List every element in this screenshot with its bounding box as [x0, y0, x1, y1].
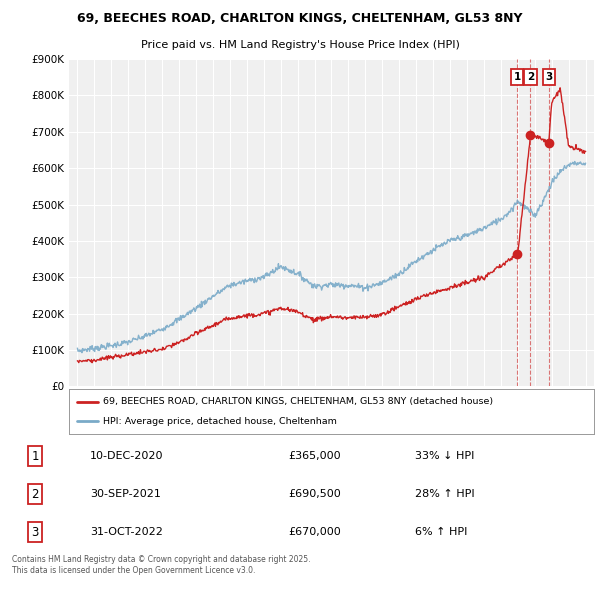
Text: 3: 3	[31, 526, 39, 539]
Text: 1: 1	[514, 72, 521, 82]
Text: 1: 1	[31, 450, 39, 463]
Text: 30-SEP-2021: 30-SEP-2021	[90, 489, 161, 499]
Text: 2: 2	[527, 72, 534, 82]
Text: 3: 3	[545, 72, 553, 82]
Text: 6% ↑ HPI: 6% ↑ HPI	[415, 527, 467, 537]
Text: 69, BEECHES ROAD, CHARLTON KINGS, CHELTENHAM, GL53 8NY (detached house): 69, BEECHES ROAD, CHARLTON KINGS, CHELTE…	[103, 397, 493, 407]
Text: Contains HM Land Registry data © Crown copyright and database right 2025.
This d: Contains HM Land Registry data © Crown c…	[12, 555, 311, 575]
Text: 28% ↑ HPI: 28% ↑ HPI	[415, 489, 475, 499]
Text: HPI: Average price, detached house, Cheltenham: HPI: Average price, detached house, Chel…	[103, 417, 337, 426]
Text: 2: 2	[31, 487, 39, 501]
Text: Price paid vs. HM Land Registry's House Price Index (HPI): Price paid vs. HM Land Registry's House …	[140, 40, 460, 50]
Text: 69, BEECHES ROAD, CHARLTON KINGS, CHELTENHAM, GL53 8NY: 69, BEECHES ROAD, CHARLTON KINGS, CHELTE…	[77, 12, 523, 25]
Text: 10-DEC-2020: 10-DEC-2020	[90, 451, 163, 461]
Text: 33% ↓ HPI: 33% ↓ HPI	[415, 451, 475, 461]
Text: £365,000: £365,000	[289, 451, 341, 461]
Text: 31-OCT-2022: 31-OCT-2022	[90, 527, 163, 537]
Text: £670,000: £670,000	[289, 527, 341, 537]
Text: £690,500: £690,500	[289, 489, 341, 499]
